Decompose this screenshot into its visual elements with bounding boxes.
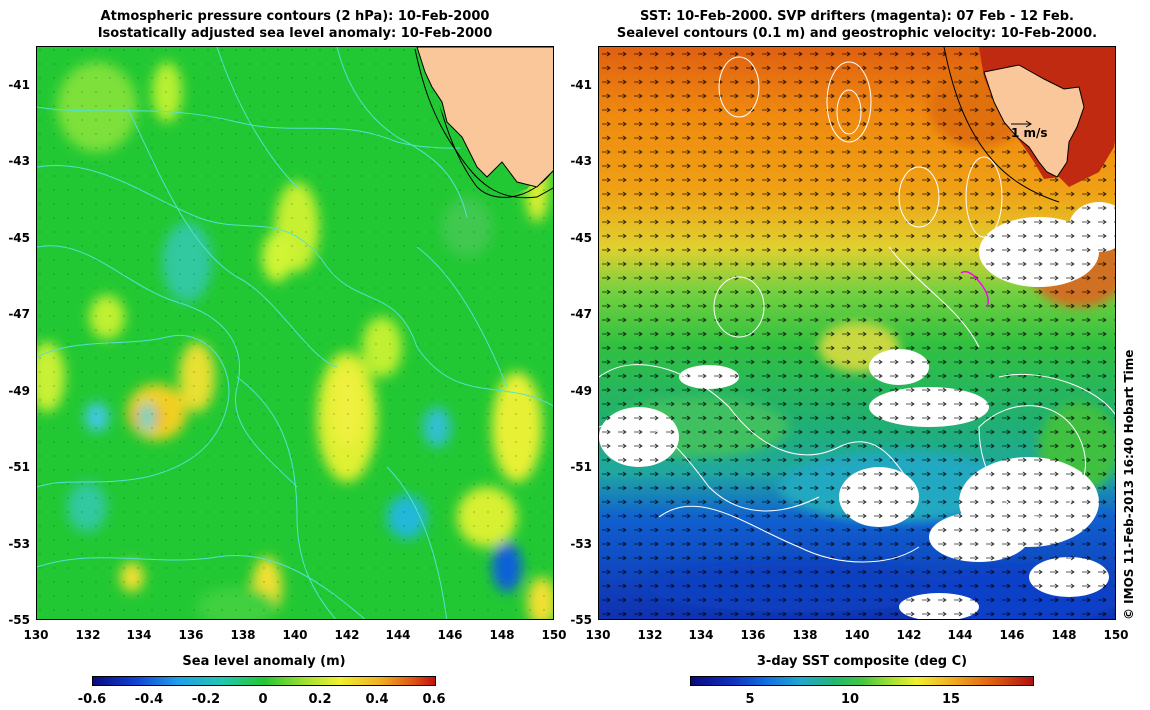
left-ytick: -53: [8, 537, 30, 551]
left-ytick: -45: [8, 231, 30, 245]
left-xtick: 136: [178, 628, 204, 642]
right-ytick: -53: [570, 537, 592, 551]
right-ytick: -55: [570, 613, 592, 627]
right-xtick: 142: [896, 628, 922, 642]
sla-colorbar-tick: -0.2: [191, 692, 221, 707]
right-title-line2: Sealevel contours (0.1 m) and geostrophi…: [616, 26, 1098, 41]
sla-colorbar-tick: -0.4: [134, 692, 164, 707]
right-xtick: 148: [1051, 628, 1077, 642]
scale-arrow-label: 1 m/s: [1011, 126, 1048, 140]
sst-colorbar-tick: 15: [941, 692, 961, 707]
right-xtick: 144: [947, 628, 973, 642]
sst-map[interactable]: 1 m/s: [598, 46, 1116, 620]
sla-colorbar-tick: -0.6: [77, 692, 107, 707]
left-xtick: 146: [437, 628, 463, 642]
bathymetry-contour-right: [943, 47, 1060, 203]
sst-colorbar-label: 3-day SST composite (deg C): [756, 654, 968, 669]
sla-colorbar: [92, 676, 436, 686]
left-xtick: 140: [282, 628, 308, 642]
sla-colorbar-tick: 0.6: [422, 692, 446, 707]
left-xtick: 130: [23, 628, 49, 642]
sealevel-contours: [599, 56, 1115, 563]
left-xtick: 134: [126, 628, 152, 642]
svp-drifter-track: [960, 270, 989, 308]
left-title-line2: Isostatically adjusted sea level anomaly…: [97, 26, 493, 41]
right-ytick: -51: [570, 460, 592, 474]
tasmania-land-right: [983, 64, 1085, 178]
left-xtick: 132: [75, 628, 101, 642]
left-ytick: -47: [8, 307, 30, 321]
right-ytick: -43: [570, 154, 592, 168]
left-xtick: 138: [230, 628, 256, 642]
right-xtick: 138: [792, 628, 818, 642]
left-xtick: 142: [334, 628, 360, 642]
right-ytick: -49: [570, 384, 592, 398]
velocity-scale-arrow: [1011, 120, 1032, 128]
left-xtick: 150: [541, 628, 567, 642]
right-ytick: -41: [570, 78, 592, 92]
scale-arrow-icon: [1011, 120, 1032, 128]
left-title: Atmospheric pressure contours (2 hPa): 1…: [36, 8, 554, 42]
tasmania-land: [416, 47, 553, 188]
right-xtick: 150: [1103, 628, 1129, 642]
sla-map[interactable]: [36, 46, 554, 620]
left-ytick: -43: [8, 154, 30, 168]
right-xtick: 132: [637, 628, 663, 642]
sla-colorbar-tick: 0.2: [308, 692, 332, 707]
sla-colorbar-label: Sea level anomaly (m): [182, 654, 346, 669]
sst-colorbar-tick: 5: [745, 692, 755, 707]
right-ytick: -47: [570, 307, 592, 321]
left-ytick: -49: [8, 384, 30, 398]
sla-colorbar-tick: 0: [258, 692, 268, 707]
right-ytick: -45: [570, 231, 592, 245]
sst-colorbar: [690, 676, 1034, 686]
left-title-line1: Atmospheric pressure contours (2 hPa): 1…: [100, 9, 490, 24]
pressure-contours: [37, 47, 553, 619]
sla-colorbar-tick: 0.4: [365, 692, 389, 707]
right-xtick: 146: [999, 628, 1025, 642]
right-title-line1: SST: 10-Feb-2000. SVP drifters (magenta)…: [640, 9, 1074, 24]
right-xtick: 130: [585, 628, 611, 642]
sst-colorbar-tick: 10: [840, 692, 860, 707]
right-xtick: 136: [740, 628, 766, 642]
left-ytick: -51: [8, 460, 30, 474]
left-ytick: -41: [8, 78, 30, 92]
right-xtick: 140: [844, 628, 870, 642]
left-xtick: 148: [489, 628, 515, 642]
imos-credit: © IMOS 11-Feb-2013 16:40 Hobart Time: [1122, 349, 1136, 620]
right-xtick: 134: [688, 628, 714, 642]
left-ytick: -55: [8, 613, 30, 627]
right-title: SST: 10-Feb-2000. SVP drifters (magenta)…: [598, 8, 1116, 42]
left-xtick: 144: [385, 628, 411, 642]
